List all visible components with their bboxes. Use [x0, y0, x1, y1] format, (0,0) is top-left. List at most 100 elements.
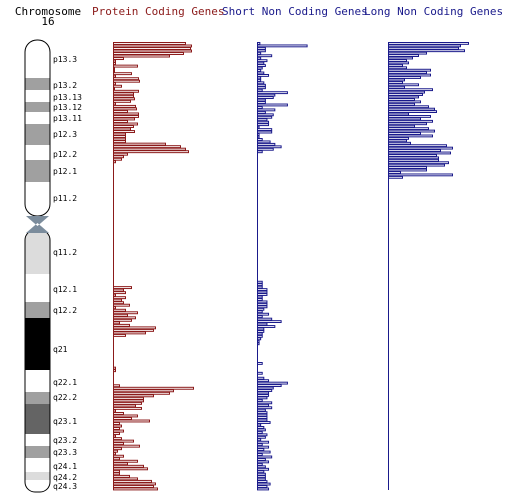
- bar: [113, 399, 144, 403]
- bar: [388, 149, 441, 152]
- bar: [113, 394, 154, 398]
- bar: [257, 391, 270, 395]
- bar: [388, 122, 427, 126]
- bar: [388, 66, 407, 70]
- bar: [257, 64, 266, 68]
- band-label-p11-2: p11.2: [53, 194, 77, 203]
- band-label-p13-3: p13.3: [53, 55, 77, 64]
- bar: [113, 326, 156, 330]
- bar: [257, 293, 268, 296]
- bar: [113, 135, 126, 139]
- legend-long-non-coding-genes: Long Non Coding Genes: [364, 5, 503, 18]
- track-protein-coding-genes: [113, 42, 194, 491]
- bar: [257, 467, 270, 471]
- bar: [257, 475, 266, 479]
- bar: [388, 95, 419, 99]
- bar: [113, 459, 138, 463]
- bar: [257, 290, 268, 294]
- bar: [257, 398, 263, 402]
- bar: [113, 391, 170, 395]
- bar: [388, 161, 449, 165]
- bar: [257, 453, 263, 456]
- bar: [388, 78, 405, 82]
- bar: [113, 49, 192, 53]
- bar: [257, 74, 270, 77]
- bar: [388, 129, 435, 133]
- bar: [388, 44, 461, 48]
- bar: [388, 107, 435, 111]
- bar: [257, 150, 263, 154]
- band-q23-2: [25, 434, 50, 446]
- bar: [113, 157, 122, 161]
- bar: [113, 482, 156, 486]
- bar: [113, 132, 126, 136]
- chromosome-ideogram: [24, 39, 51, 493]
- bar: [113, 462, 128, 466]
- bar: [257, 384, 282, 388]
- bar: [113, 147, 186, 151]
- bar: [257, 322, 268, 326]
- bar: [113, 457, 120, 461]
- bar: [257, 325, 276, 328]
- bar: [388, 63, 403, 67]
- band-label-p12-2: p12.2: [53, 150, 77, 159]
- bar: [257, 376, 265, 380]
- bar: [257, 455, 273, 459]
- bar: [113, 99, 131, 103]
- bar: [113, 313, 128, 317]
- centromere: [26, 216, 49, 233]
- bar: [113, 479, 152, 483]
- bar: [113, 439, 134, 443]
- band-q12-2: [25, 302, 50, 318]
- bar: [388, 73, 431, 77]
- bar: [257, 101, 266, 104]
- bar: [257, 443, 263, 447]
- bar: [113, 57, 124, 61]
- bar: [113, 444, 140, 448]
- bar: [113, 311, 138, 315]
- bar: [257, 312, 270, 316]
- band-q12-1: [25, 274, 50, 302]
- bar: [257, 305, 268, 309]
- bar: [257, 330, 265, 333]
- band-q21: [25, 318, 50, 370]
- bar: [257, 394, 270, 397]
- bar: [257, 482, 271, 486]
- bar: [113, 47, 191, 50]
- bar: [113, 333, 126, 337]
- band-label-q12-2: q12.2: [53, 306, 77, 315]
- bar: [113, 120, 128, 123]
- bar: [113, 396, 144, 400]
- bar: [113, 44, 192, 48]
- bar: [388, 134, 433, 138]
- bar: [388, 158, 439, 162]
- band-label-q22-1: q22.1: [53, 378, 77, 387]
- bar: [257, 334, 263, 338]
- chromosome-title-number: 16: [41, 15, 54, 28]
- bar: [257, 371, 263, 375]
- bar: [113, 474, 130, 478]
- bar: [257, 465, 266, 469]
- bar: [113, 308, 126, 312]
- band-p13-13: [25, 90, 50, 102]
- bar: [113, 155, 124, 159]
- bar: [257, 138, 263, 141]
- bar: [257, 288, 268, 292]
- bar: [113, 427, 120, 430]
- band-label-q24-2: q24.2: [53, 473, 77, 482]
- bar: [388, 115, 431, 118]
- bar: [388, 139, 407, 143]
- bar: [113, 125, 134, 128]
- bar: [113, 64, 138, 68]
- band-label-p12-1: p12.1: [53, 167, 77, 176]
- bar: [388, 76, 421, 79]
- bar: [388, 71, 427, 75]
- bar: [388, 117, 421, 121]
- bar: [388, 85, 405, 89]
- bar: [113, 323, 130, 327]
- bar: [113, 286, 132, 290]
- bar: [257, 418, 268, 422]
- bar: [113, 406, 142, 410]
- bar: [388, 88, 433, 92]
